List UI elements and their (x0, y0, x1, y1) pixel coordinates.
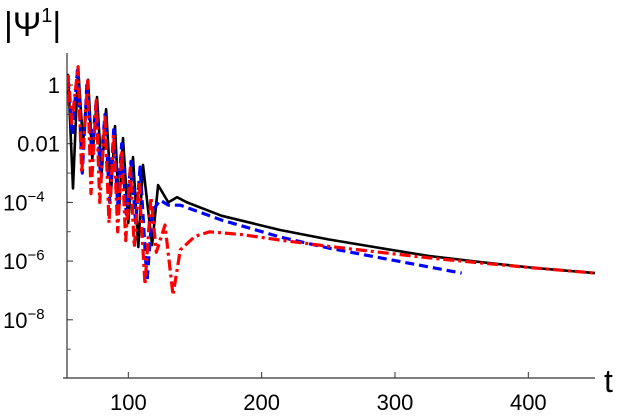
x-tick-label: 100 (110, 390, 147, 415)
x-tick-label: 300 (377, 390, 414, 415)
x-tick-label: 200 (243, 390, 280, 415)
series-line-dashdot (67, 65, 596, 297)
y-tick-label: 10−6 (3, 247, 45, 274)
x-tick-label: 400 (510, 390, 547, 415)
y-tick-label: 0.01 (17, 132, 60, 157)
y-tick-label: 10−8 (3, 306, 45, 333)
y-tick-label: 1 (48, 73, 60, 98)
y-tick-label: 10−4 (3, 188, 45, 215)
x-axis-title: t (604, 363, 613, 399)
y-axis-title: |Ψ1| (4, 5, 61, 44)
